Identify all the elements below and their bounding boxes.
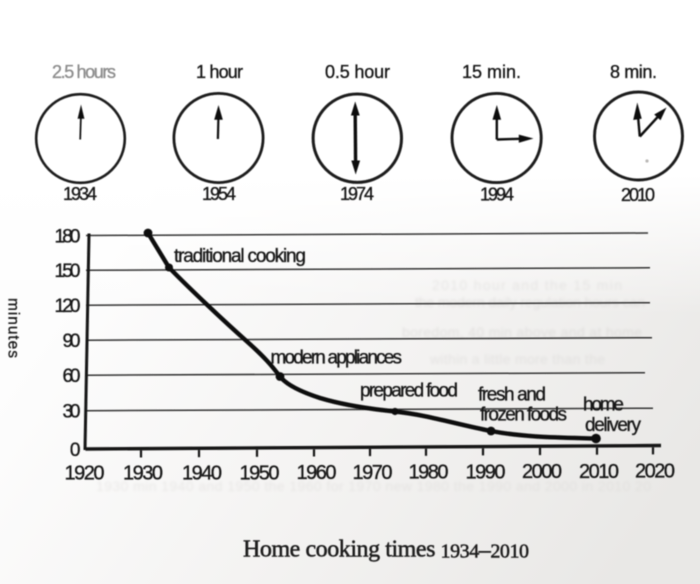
svg-text:1950: 1950 bbox=[240, 463, 280, 485]
svg-text:0.5 hour: 0.5 hour bbox=[325, 62, 390, 82]
svg-text:1974: 1974 bbox=[340, 184, 374, 204]
svg-text:1990: 1990 bbox=[466, 462, 506, 484]
svg-text:1980: 1980 bbox=[409, 462, 449, 484]
svg-text:1960: 1960 bbox=[297, 462, 337, 484]
svg-text:120: 120 bbox=[55, 296, 81, 317]
svg-text:minutes: minutes bbox=[5, 298, 22, 358]
svg-text:2.5 hours: 2.5 hours bbox=[52, 62, 116, 82]
svg-text:1 hour: 1 hour bbox=[196, 62, 243, 82]
svg-text:1930 min 1940 and 1950 the 196: 1930 min 1940 and 1950 the 1960 for 1970… bbox=[96, 478, 651, 494]
svg-text:1934: 1934 bbox=[63, 184, 97, 204]
svg-text:fresh and: fresh and bbox=[478, 385, 546, 406]
svg-text:15 min.: 15 min. bbox=[462, 62, 521, 82]
svg-text:Home cooking times 1934–2010: Home cooking times 1934–2010 bbox=[243, 537, 529, 564]
svg-text:boredom, 40 min above and at h: boredom, 40 min above and at home bbox=[402, 324, 642, 340]
svg-text:traditional cooking: traditional cooking bbox=[174, 246, 306, 267]
svg-text:30: 30 bbox=[63, 402, 81, 423]
svg-text:1994: 1994 bbox=[480, 185, 514, 205]
svg-text:2010 hour and the 15 min: 2010 hour and the 15 min bbox=[432, 277, 622, 293]
svg-text:2000: 2000 bbox=[522, 461, 562, 483]
svg-text:60: 60 bbox=[63, 366, 81, 387]
svg-text:90: 90 bbox=[63, 331, 81, 352]
svg-text:2010: 2010 bbox=[621, 185, 655, 205]
svg-text:180: 180 bbox=[55, 226, 81, 247]
svg-text:8 min.: 8 min. bbox=[610, 62, 657, 82]
svg-text:2020: 2020 bbox=[635, 461, 675, 483]
svg-text:2010: 2010 bbox=[579, 461, 619, 483]
svg-text:150: 150 bbox=[55, 261, 81, 282]
svg-text:modern appliances: modern appliances bbox=[271, 348, 403, 369]
svg-text:prepared food: prepared food bbox=[360, 381, 458, 402]
svg-text:1954: 1954 bbox=[202, 184, 236, 204]
svg-text:0: 0 bbox=[70, 440, 81, 461]
svg-text:delivery: delivery bbox=[585, 415, 642, 436]
svg-text:within a little more than the: within a little more than the bbox=[429, 351, 605, 367]
svg-text:the modern daily regulation ho: the modern daily regulation hours can bbox=[415, 294, 645, 310]
svg-text:frozen foods: frozen foods bbox=[480, 405, 567, 426]
svg-text:1920: 1920 bbox=[65, 463, 105, 485]
svg-text:1930: 1930 bbox=[123, 463, 163, 485]
svg-text:1970: 1970 bbox=[353, 462, 393, 484]
svg-text:home: home bbox=[583, 395, 624, 416]
svg-text:1940: 1940 bbox=[182, 463, 222, 485]
